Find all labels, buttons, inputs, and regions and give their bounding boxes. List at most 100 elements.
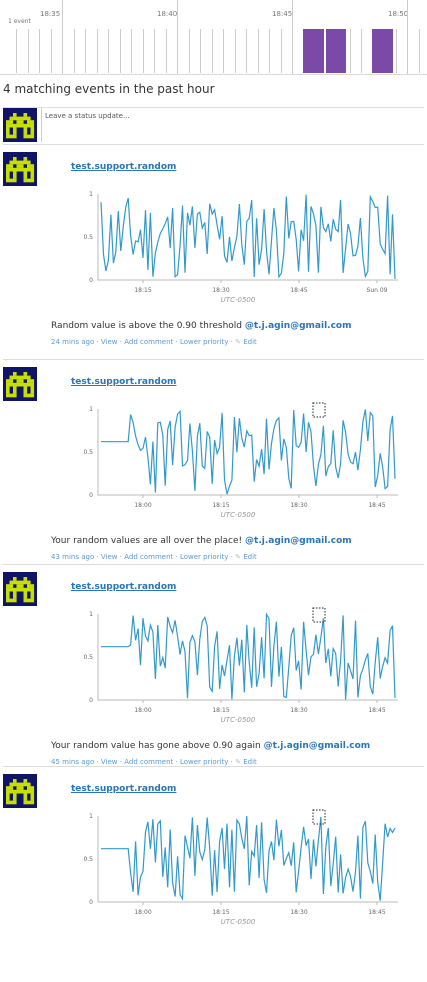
event-source-link[interactable]: test.support.random	[71, 162, 177, 172]
edit-link[interactable]: Edit	[243, 338, 257, 346]
event-chart[interactable]: 0 0.5 1 18:00 18:15 18:30 18:45 UTC-0500	[78, 606, 408, 726]
avatar-pixel	[6, 123, 10, 128]
avatar-pixel	[27, 584, 31, 588]
edit-icon[interactable]: ✎	[235, 758, 241, 766]
avatar-pixel	[30, 386, 35, 391]
avatar-pixel	[23, 393, 28, 398]
event-chart[interactable]: 0 0.5 1 18:15 18:30 18:45 Sun 09 UTC-0500	[78, 186, 408, 306]
event-message-text: Your random value has gone above 0.90 ag…	[51, 741, 261, 751]
edit-icon[interactable]: ✎	[235, 553, 241, 561]
view-link[interactable]: View	[100, 553, 118, 561]
edit-icon[interactable]: ✎	[235, 338, 241, 346]
avatar-pixel	[23, 167, 28, 172]
x-tick-label: 18:30	[290, 502, 307, 509]
chart-series-line	[100, 194, 396, 280]
event-message-text: Your random values are all over the plac…	[51, 536, 243, 546]
edit-link[interactable]: Edit	[243, 553, 257, 561]
mention-link[interactable]: @t.j.agin@gmail.com	[263, 741, 371, 751]
timeline-gridline	[73, 29, 75, 73]
event-marker[interactable]	[312, 809, 326, 825]
avatar-pixel	[20, 160, 24, 165]
add-comment-link[interactable]: Add comment	[124, 553, 174, 561]
timeline-gridline	[246, 29, 247, 73]
add-comment-link[interactable]: Add comment	[124, 338, 174, 346]
timeline-gridline	[142, 29, 144, 73]
chart-axes	[97, 409, 398, 496]
avatar-pixel	[27, 789, 31, 794]
avatar-pixel	[20, 782, 24, 787]
avatar-pixel	[16, 120, 21, 124]
timeline-event-bar[interactable]	[303, 29, 324, 73]
timeline-gridline	[361, 29, 362, 73]
chart-series-line	[101, 409, 396, 495]
avatar-pixel	[20, 116, 24, 121]
status-update-box[interactable]: Leave a status update...	[3, 107, 424, 145]
avatar-pixel	[23, 598, 28, 603]
y-tick-label: 0	[89, 697, 93, 704]
avatar-pixel	[27, 598, 31, 603]
mention-link[interactable]: @t.j.agin@gmail.com	[244, 321, 352, 331]
status-input[interactable]: Leave a status update...	[45, 112, 130, 120]
avatar-pixel	[27, 786, 31, 790]
add-comment-link[interactable]: Add comment	[124, 758, 174, 766]
event-message: Your random values are all over the plac…	[51, 536, 352, 546]
avatar-pixel	[9, 782, 14, 787]
avatar-pixel	[6, 382, 10, 387]
timeline-event-bar[interactable]	[372, 29, 393, 73]
page-title: 4 matching events in the past hour	[3, 82, 215, 96]
chart-axes	[97, 194, 398, 281]
avatar-pixel	[30, 134, 35, 139]
lower-priority-link[interactable]: Lower priority	[179, 758, 229, 766]
avatar-pixel	[30, 591, 35, 596]
avatar-pixel	[16, 786, 21, 790]
avatar-pixel	[6, 800, 10, 805]
x-tick-label: 18:30	[212, 287, 229, 294]
avatar-pixel	[9, 123, 14, 128]
event-source-link[interactable]: test.support.random	[71, 784, 177, 794]
y-tick-label: 0	[89, 492, 93, 499]
timeline-gridline	[418, 29, 420, 73]
avatar-pixel	[30, 800, 35, 805]
timeline-gridline	[39, 29, 40, 73]
view-link[interactable]: View	[100, 758, 118, 766]
event-marker[interactable]	[312, 402, 326, 418]
timeline-tick: 18:50	[388, 10, 409, 18]
avatar-pixel	[27, 587, 31, 592]
event-source-link[interactable]: test.support.random	[71, 582, 177, 592]
event-chart[interactable]: 0 0.5 1 18:00 18:15 18:30 18:45 UTC-0500	[78, 808, 408, 928]
timeline-gridline	[188, 29, 190, 73]
avatar-pixel	[27, 800, 31, 805]
mention-link[interactable]: @t.j.agin@gmail.com	[245, 536, 352, 546]
event-timeline[interactable]: 1 event 18:35 18:40 18:45 18:50	[0, 0, 427, 75]
avatar	[3, 152, 37, 186]
avatar-pixel	[9, 789, 14, 794]
edit-link[interactable]: Edit	[243, 758, 257, 766]
x-tick-label: 18:15	[134, 287, 151, 294]
lower-priority-link[interactable]: Lower priority	[179, 338, 229, 346]
avatar-pixel	[6, 379, 10, 383]
avatar-pixel	[16, 167, 21, 172]
timeline-gridline	[234, 29, 236, 73]
timeline-gridline	[108, 29, 109, 73]
avatar-pixel	[20, 379, 24, 383]
event-message: Random value is above the 0.90 threshold…	[51, 321, 352, 331]
avatar-pixel	[30, 379, 35, 383]
avatar-pixel	[9, 120, 14, 124]
avatar-pixel	[13, 157, 17, 161]
x-axis-label: UTC-0500	[221, 918, 256, 926]
event-divider	[3, 564, 424, 565]
avatar-pixel	[13, 591, 17, 596]
timeline-tick: 18:45	[272, 10, 293, 18]
avatar-pixel	[9, 382, 14, 387]
event-marker[interactable]	[312, 607, 326, 623]
view-link[interactable]: View	[100, 338, 118, 346]
avatar-pixel	[16, 123, 21, 128]
event-source-link[interactable]: test.support.random	[71, 377, 177, 387]
avatar-pixel	[30, 793, 35, 798]
status-input-frame[interactable]	[41, 108, 420, 142]
timeline-event-bar[interactable]	[326, 29, 346, 73]
chart-axes	[97, 816, 398, 903]
lower-priority-link[interactable]: Lower priority	[179, 553, 229, 561]
event-chart[interactable]: 0 0.5 1 18:00 18:15 18:30 18:45 UTC-0500	[78, 401, 408, 521]
avatar	[3, 774, 37, 808]
